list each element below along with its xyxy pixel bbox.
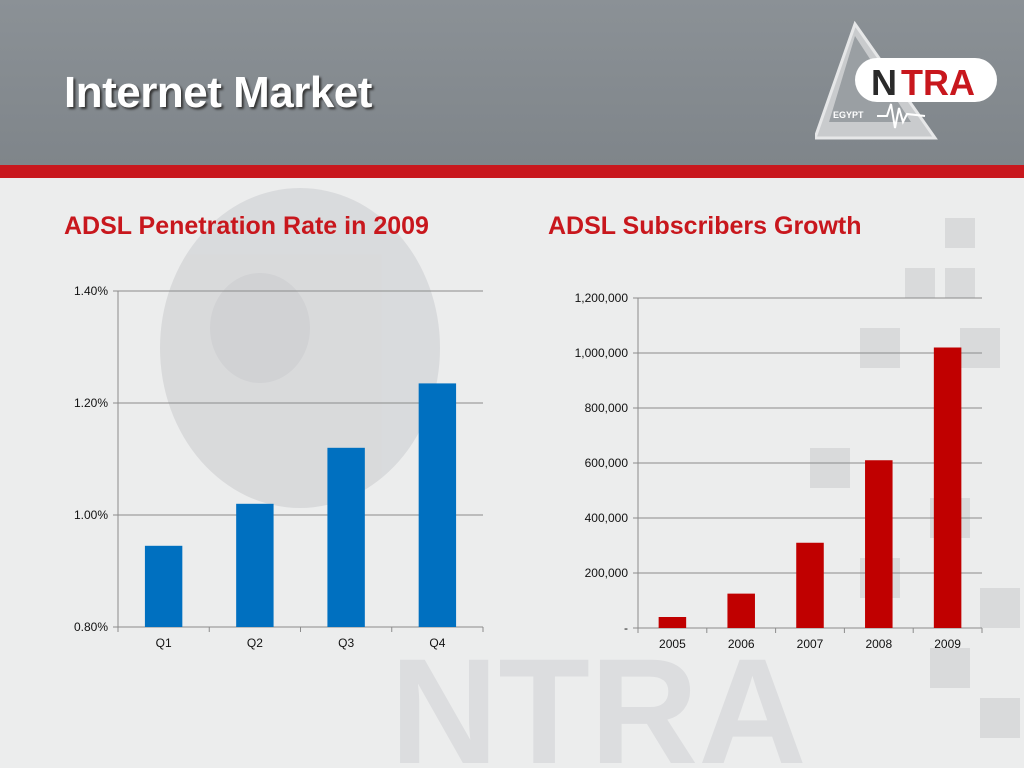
penetration-xtick-label: Q4 bbox=[429, 636, 445, 650]
ntra-logo: N TRA EGYPT bbox=[815, 20, 997, 140]
subscribers-xtick-label: 2007 bbox=[797, 637, 824, 651]
penetration-bar bbox=[236, 503, 274, 627]
subscribers-xtick-label: 2008 bbox=[865, 637, 892, 651]
penetration-bar bbox=[144, 545, 183, 627]
subscribers-bar bbox=[933, 347, 962, 628]
penetration-bar bbox=[418, 383, 457, 627]
subscribers-bar bbox=[796, 542, 824, 628]
subscribers-xtick-label: 2006 bbox=[728, 637, 755, 651]
subscribers-bar bbox=[658, 617, 687, 628]
penetration-ytick-label: 1.20% bbox=[74, 396, 108, 410]
penetration-ytick-label: 1.40% bbox=[74, 284, 108, 298]
penetration-xtick-label: Q1 bbox=[156, 636, 172, 650]
subscribers-ytick-label: 600,000 bbox=[585, 456, 629, 470]
penetration-chart-title: ADSL Penetration Rate in 2009 bbox=[64, 212, 429, 240]
svg-text:EGYPT: EGYPT bbox=[833, 110, 864, 120]
subscribers-ytick-label: - bbox=[624, 621, 628, 635]
subscribers-xtick-label: 2005 bbox=[659, 637, 686, 651]
subscribers-ytick-label: 1,000,000 bbox=[575, 346, 629, 360]
svg-text:N: N bbox=[871, 62, 897, 103]
subscribers-xtick-label: 2009 bbox=[934, 637, 961, 651]
svg-text:NTRA: NTRA bbox=[390, 627, 807, 768]
svg-text:TRA: TRA bbox=[901, 62, 975, 103]
penetration-xtick-label: Q2 bbox=[247, 636, 263, 650]
penetration-bar bbox=[327, 447, 365, 627]
subscribers-ytick-label: 400,000 bbox=[585, 511, 629, 525]
subscribers-ytick-label: 800,000 bbox=[585, 401, 629, 415]
subscribers-chart-title: ADSL Subscribers Growth bbox=[548, 212, 862, 240]
subscribers-bar bbox=[865, 460, 893, 628]
penetration-xtick-label: Q3 bbox=[338, 636, 354, 650]
penetration-ytick-label: 0.80% bbox=[74, 620, 108, 634]
subscribers-bar bbox=[727, 593, 755, 628]
subscribers-ytick-label: 1,200,000 bbox=[575, 291, 629, 305]
header-accent-stripe bbox=[0, 165, 1024, 178]
penetration-ytick-label: 1.00% bbox=[74, 508, 108, 522]
subscribers-ytick-label: 200,000 bbox=[585, 566, 629, 580]
page-title: Internet Market bbox=[64, 68, 372, 117]
